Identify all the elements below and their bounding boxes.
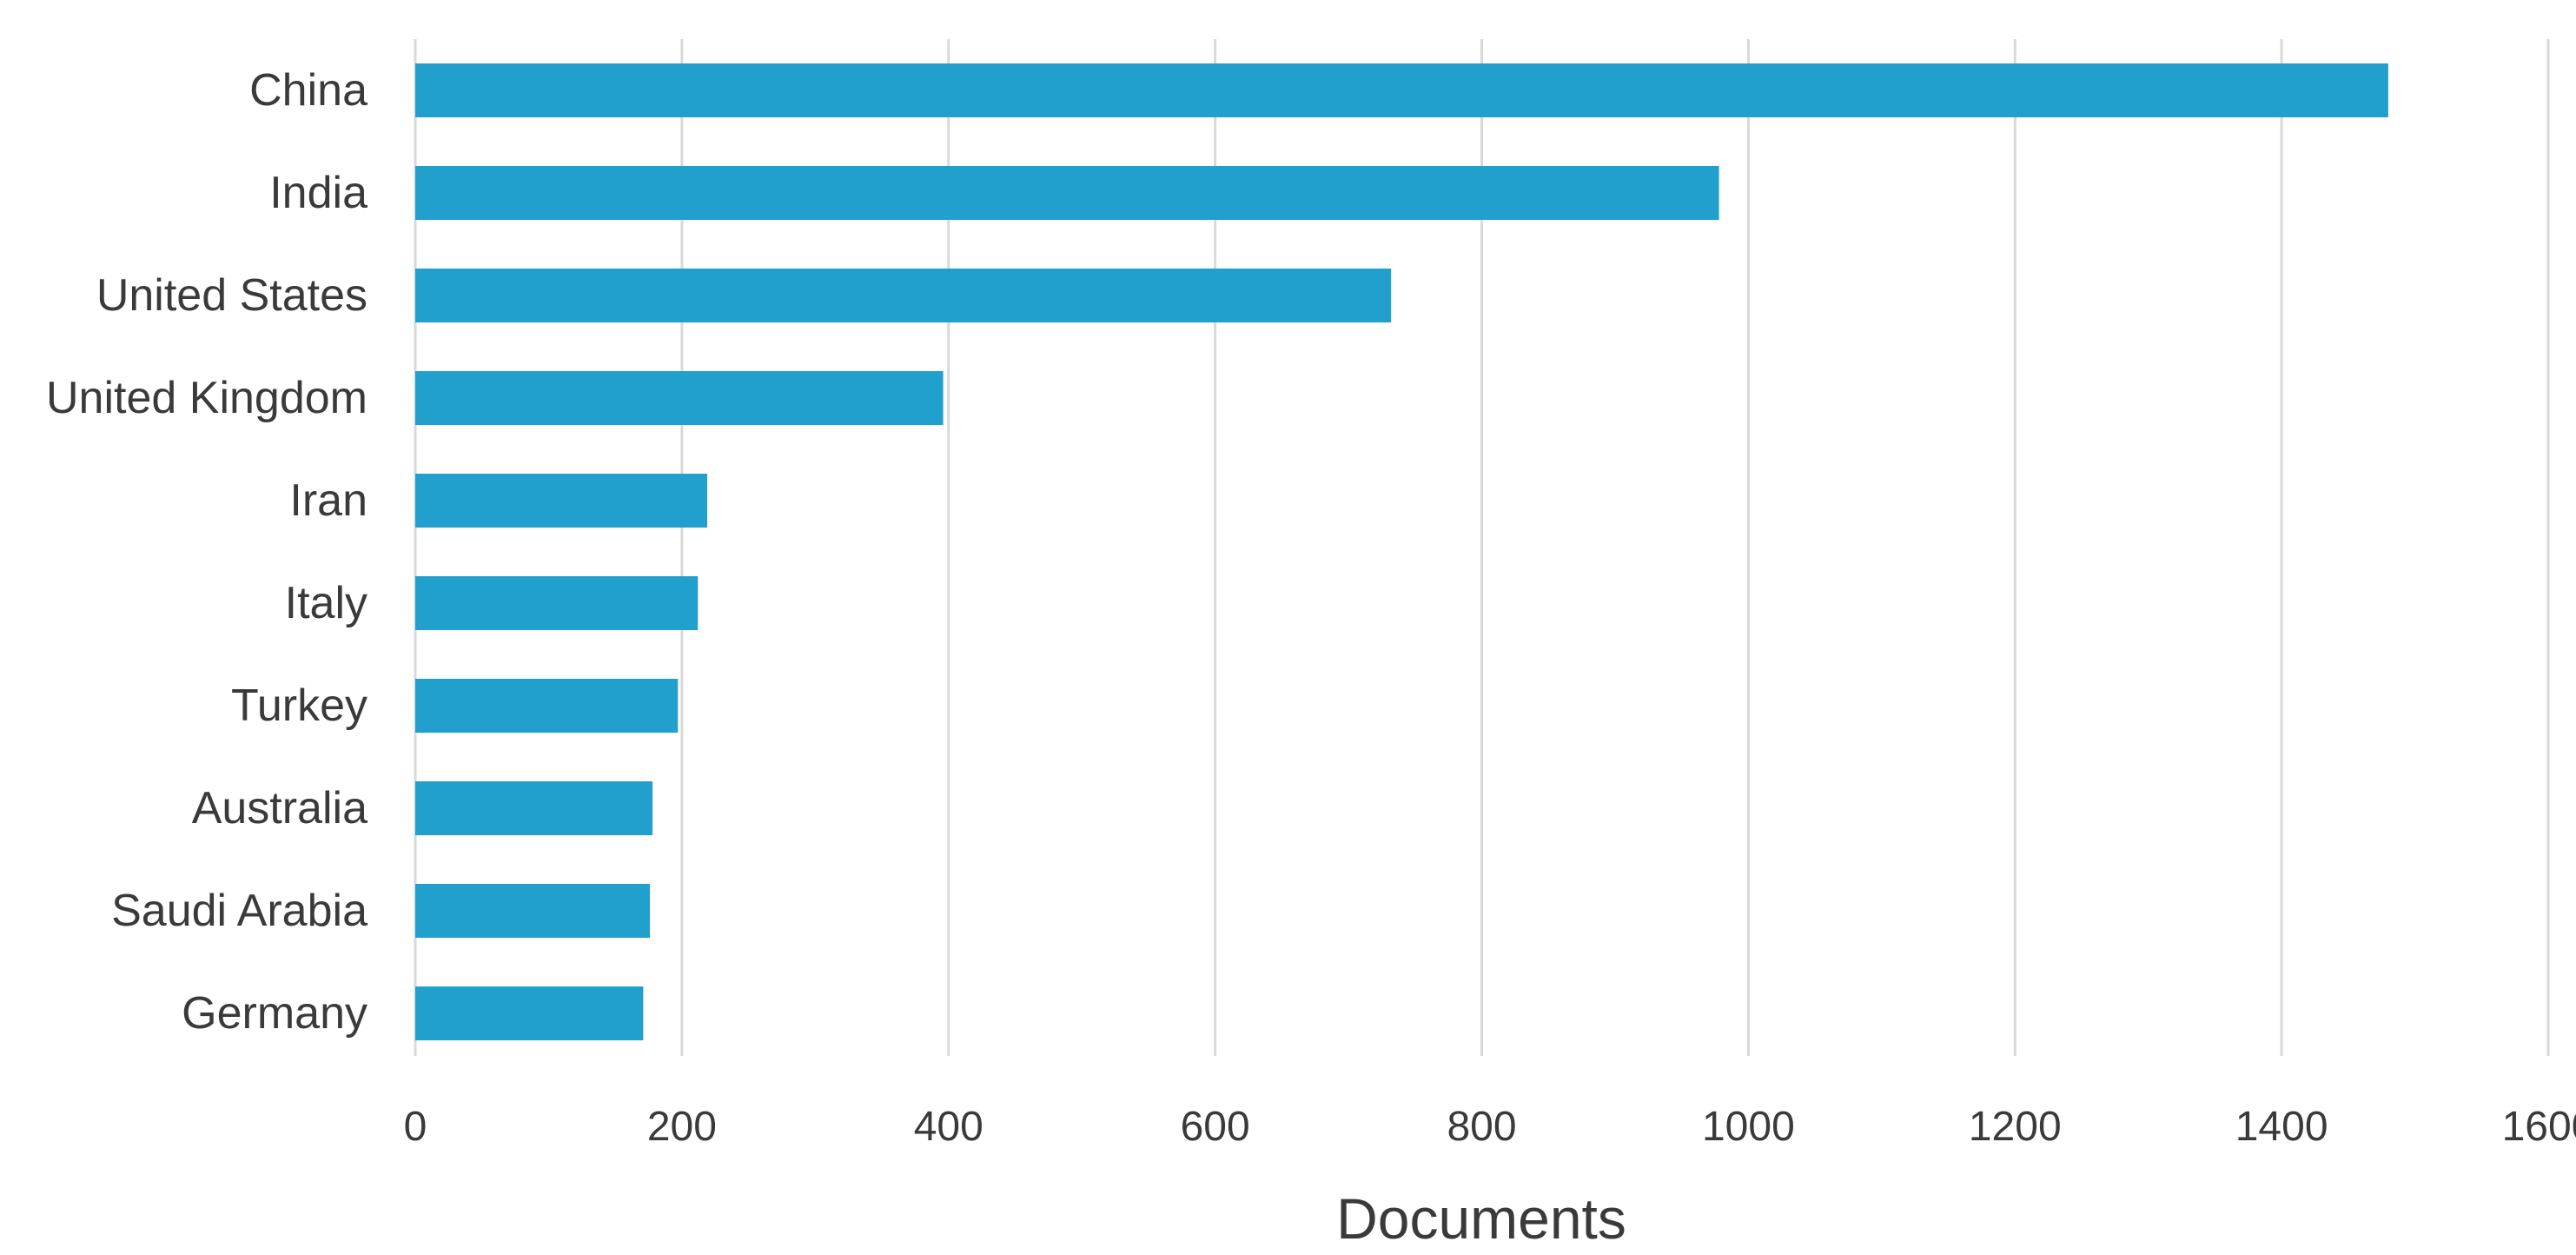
bar: [415, 986, 644, 1040]
bars: [415, 63, 2388, 1040]
x-tick-label: 600: [1181, 1104, 1250, 1150]
x-axis-title: Documents: [1336, 1186, 1626, 1251]
x-tick-label: 1600: [2502, 1104, 2576, 1150]
category-label: Iran: [289, 475, 368, 526]
x-tick-label: 0: [404, 1104, 427, 1150]
bar: [415, 371, 944, 425]
category-label: United States: [96, 270, 368, 321]
bar: [415, 63, 2388, 117]
x-tick-label: 1200: [1969, 1104, 2062, 1150]
x-tick-label: 800: [1447, 1104, 1516, 1150]
bar: [415, 269, 1392, 322]
category-label: Australia: [192, 783, 368, 833]
bar: [415, 679, 679, 733]
category-label: India: [269, 168, 368, 218]
x-tick-label: 1400: [2235, 1104, 2328, 1150]
x-tick-label: 200: [647, 1104, 717, 1150]
category-label: Turkey: [231, 681, 368, 731]
bar: [415, 166, 1719, 220]
category-labels: China India United States United Kingdom Ira…: [46, 65, 368, 1039]
category-label: Saudi Arabia: [111, 886, 368, 936]
bar: [415, 576, 699, 630]
x-tick-label: 400: [914, 1104, 983, 1150]
x-tick-label: 1000: [1702, 1104, 1795, 1150]
category-label: China: [249, 65, 368, 116]
category-label: Italy: [285, 578, 368, 628]
bar: [415, 474, 708, 528]
category-label: Germany: [182, 988, 368, 1039]
category-label: United Kingdom: [46, 373, 368, 423]
bar: [415, 781, 653, 835]
bar: [415, 884, 651, 938]
x-tick-labels: 0 200 400 600 800 1000 1200 1400 1600: [404, 1104, 2576, 1150]
